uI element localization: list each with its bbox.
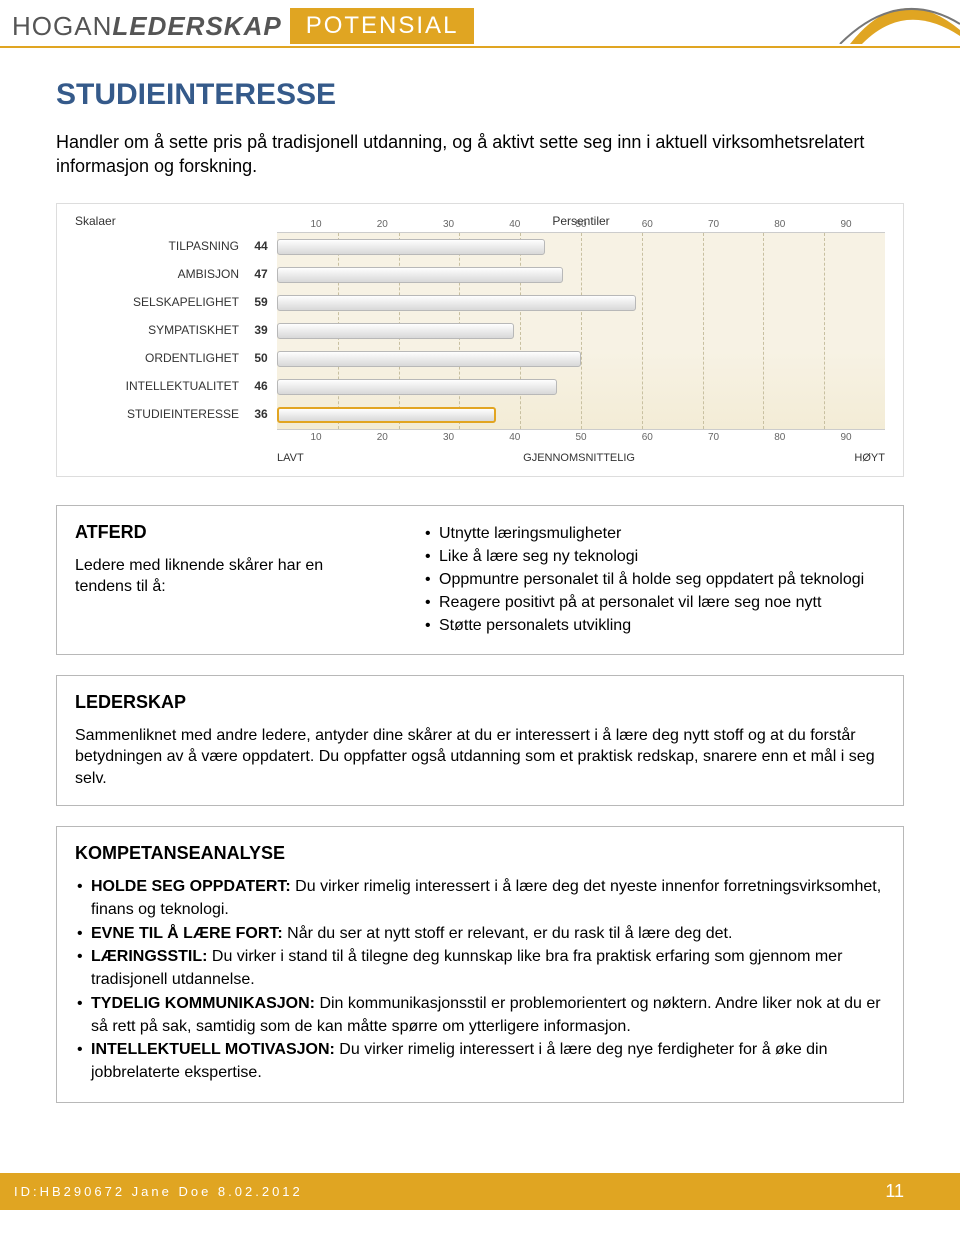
- atferd-right: Utnytte læringsmuligheterLike å lære seg…: [423, 522, 885, 638]
- chart-row-value: 44: [245, 232, 277, 260]
- chart-bar-row: [277, 317, 885, 345]
- kompetanse-item: LÆRINGSSTIL: Du virker i stand til å til…: [77, 946, 885, 991]
- lederskap-title: LEDERSKAP: [75, 692, 885, 713]
- atferd-item: Støtte personalets utvikling: [425, 614, 885, 637]
- chart-bar-row: [277, 261, 885, 289]
- brand-title: HOGANLEDERSKAP: [0, 11, 282, 42]
- kompetanse-title: KOMPETANSEANALYSE: [75, 843, 885, 864]
- atferd-left: ATFERD Ledere med liknende skårer har en…: [75, 522, 383, 638]
- chart-bar-row: [277, 345, 885, 373]
- chart-row-label: TILPASNING: [75, 232, 245, 260]
- kompetanse-item: INTELLEKTUELL MOTIVASJON: Du virker rime…: [77, 1039, 885, 1084]
- page-footer: ID:HB290672 Jane Doe 8.02.2012 11: [0, 1173, 960, 1210]
- chart-bar: [277, 379, 557, 395]
- swoosh-logo-icon: [810, 0, 960, 49]
- chart-plot: TILPASNINGAMBISJONSELSKAPELIGHETSYMPATIS…: [75, 232, 885, 430]
- chart-bar-row: [277, 289, 885, 317]
- lederskap-body: Sammenliknet med andre ledere, antyder d…: [75, 725, 885, 790]
- kompetanse-item: HOLDE SEG OPPDATERT: Du virker rimelig i…: [77, 876, 885, 921]
- chart-row-label: INTELLEKTUALITET: [75, 372, 245, 400]
- brand-light: HOGAN: [12, 11, 112, 41]
- chart-bars: [277, 233, 885, 429]
- legend-low: LAVT: [277, 452, 304, 464]
- atferd-item: Utnytte læringsmuligheter: [425, 522, 885, 545]
- page-title: STUDIEINTERESSE: [56, 78, 904, 112]
- chart-row-value: 47: [245, 260, 277, 288]
- atferd-box: ATFERD Ledere med liknende skårer har en…: [56, 505, 904, 655]
- chart-bars-area: 102030405060708090 102030405060708090: [277, 232, 885, 430]
- atferd-item: Reagere positivt på at personalet vil læ…: [425, 591, 885, 614]
- footer-page-number: 11: [885, 1181, 904, 1202]
- chart-row-value: 50: [245, 344, 277, 372]
- chart-label-persentiler: Persentiler: [277, 214, 885, 228]
- chart-bar: [277, 351, 581, 367]
- main-content: STUDIEINTERESSE Handler om å sette pris …: [0, 48, 960, 1143]
- atferd-title: ATFERD: [75, 522, 383, 543]
- chart-bar: [277, 407, 496, 423]
- chart-row-value: 36: [245, 400, 277, 428]
- chart-row-value: 39: [245, 316, 277, 344]
- atferd-item: Oppmuntre personalet til å holde seg opp…: [425, 568, 885, 591]
- intro-paragraph: Handler om å sette pris på tradisjonell …: [56, 130, 904, 179]
- atferd-list: Utnytte læringsmuligheterLike å lære seg…: [423, 522, 885, 638]
- chart-bar: [277, 295, 636, 311]
- legend-mid: GJENNOMSNITTELIG: [523, 452, 635, 464]
- percentile-chart: Skalaer Persentiler TILPASNINGAMBISJONSE…: [56, 203, 904, 477]
- chart-bar-row: [277, 401, 885, 429]
- kompetanse-list: HOLDE SEG OPPDATERT: Du virker rimelig i…: [75, 876, 885, 1084]
- lederskap-box: LEDERSKAP Sammenliknet med andre ledere,…: [56, 675, 904, 807]
- chart-label-skalaer: Skalaer: [75, 214, 245, 228]
- chart-bar-row: [277, 373, 885, 401]
- chart-row-value: 59: [245, 288, 277, 316]
- kompetanse-box: KOMPETANSEANALYSE HOLDE SEG OPPDATERT: D…: [56, 826, 904, 1102]
- chart-row-label: STUDIEINTERESSE: [75, 400, 245, 428]
- chart-row-label: SELSKAPELIGHET: [75, 288, 245, 316]
- atferd-lead: Ledere med liknende skårer har en tenden…: [75, 555, 383, 598]
- kompetanse-item: EVNE TIL Å LÆRE FORT: Når du ser at nytt…: [77, 923, 885, 946]
- report-header: HOGANLEDERSKAP POTENSIAL: [0, 0, 960, 44]
- chart-row-labels: TILPASNINGAMBISJONSELSKAPELIGHETSYMPATIS…: [75, 232, 245, 430]
- chart-row-values: 44475939504636: [245, 232, 277, 430]
- chart-ticks-bottom: 102030405060708090: [277, 432, 885, 443]
- chart-row-label: ORDENTLIGHET: [75, 344, 245, 372]
- chart-row-label: SYMPATISKHET: [75, 316, 245, 344]
- header-badge: POTENSIAL: [290, 8, 475, 44]
- chart-bar-row: [277, 233, 885, 261]
- brand-bold: LEDERSKAP: [112, 11, 281, 41]
- kompetanse-item: TYDELIG KOMMUNIKASJON: Din kommunikasjon…: [77, 993, 885, 1038]
- chart-legend: LAVT GJENNOMSNITTELIG HØYT: [75, 452, 885, 464]
- footer-id: ID:HB290672 Jane Doe 8.02.2012: [14, 1184, 303, 1199]
- chart-bar: [277, 267, 563, 283]
- atferd-item: Like å lære seg ny teknologi: [425, 545, 885, 568]
- chart-row-label: AMBISJON: [75, 260, 245, 288]
- legend-high: HØYT: [854, 452, 885, 464]
- chart-bar: [277, 323, 514, 339]
- chart-header-row: Skalaer Persentiler: [75, 214, 885, 228]
- chart-row-value: 46: [245, 372, 277, 400]
- chart-bar: [277, 239, 545, 255]
